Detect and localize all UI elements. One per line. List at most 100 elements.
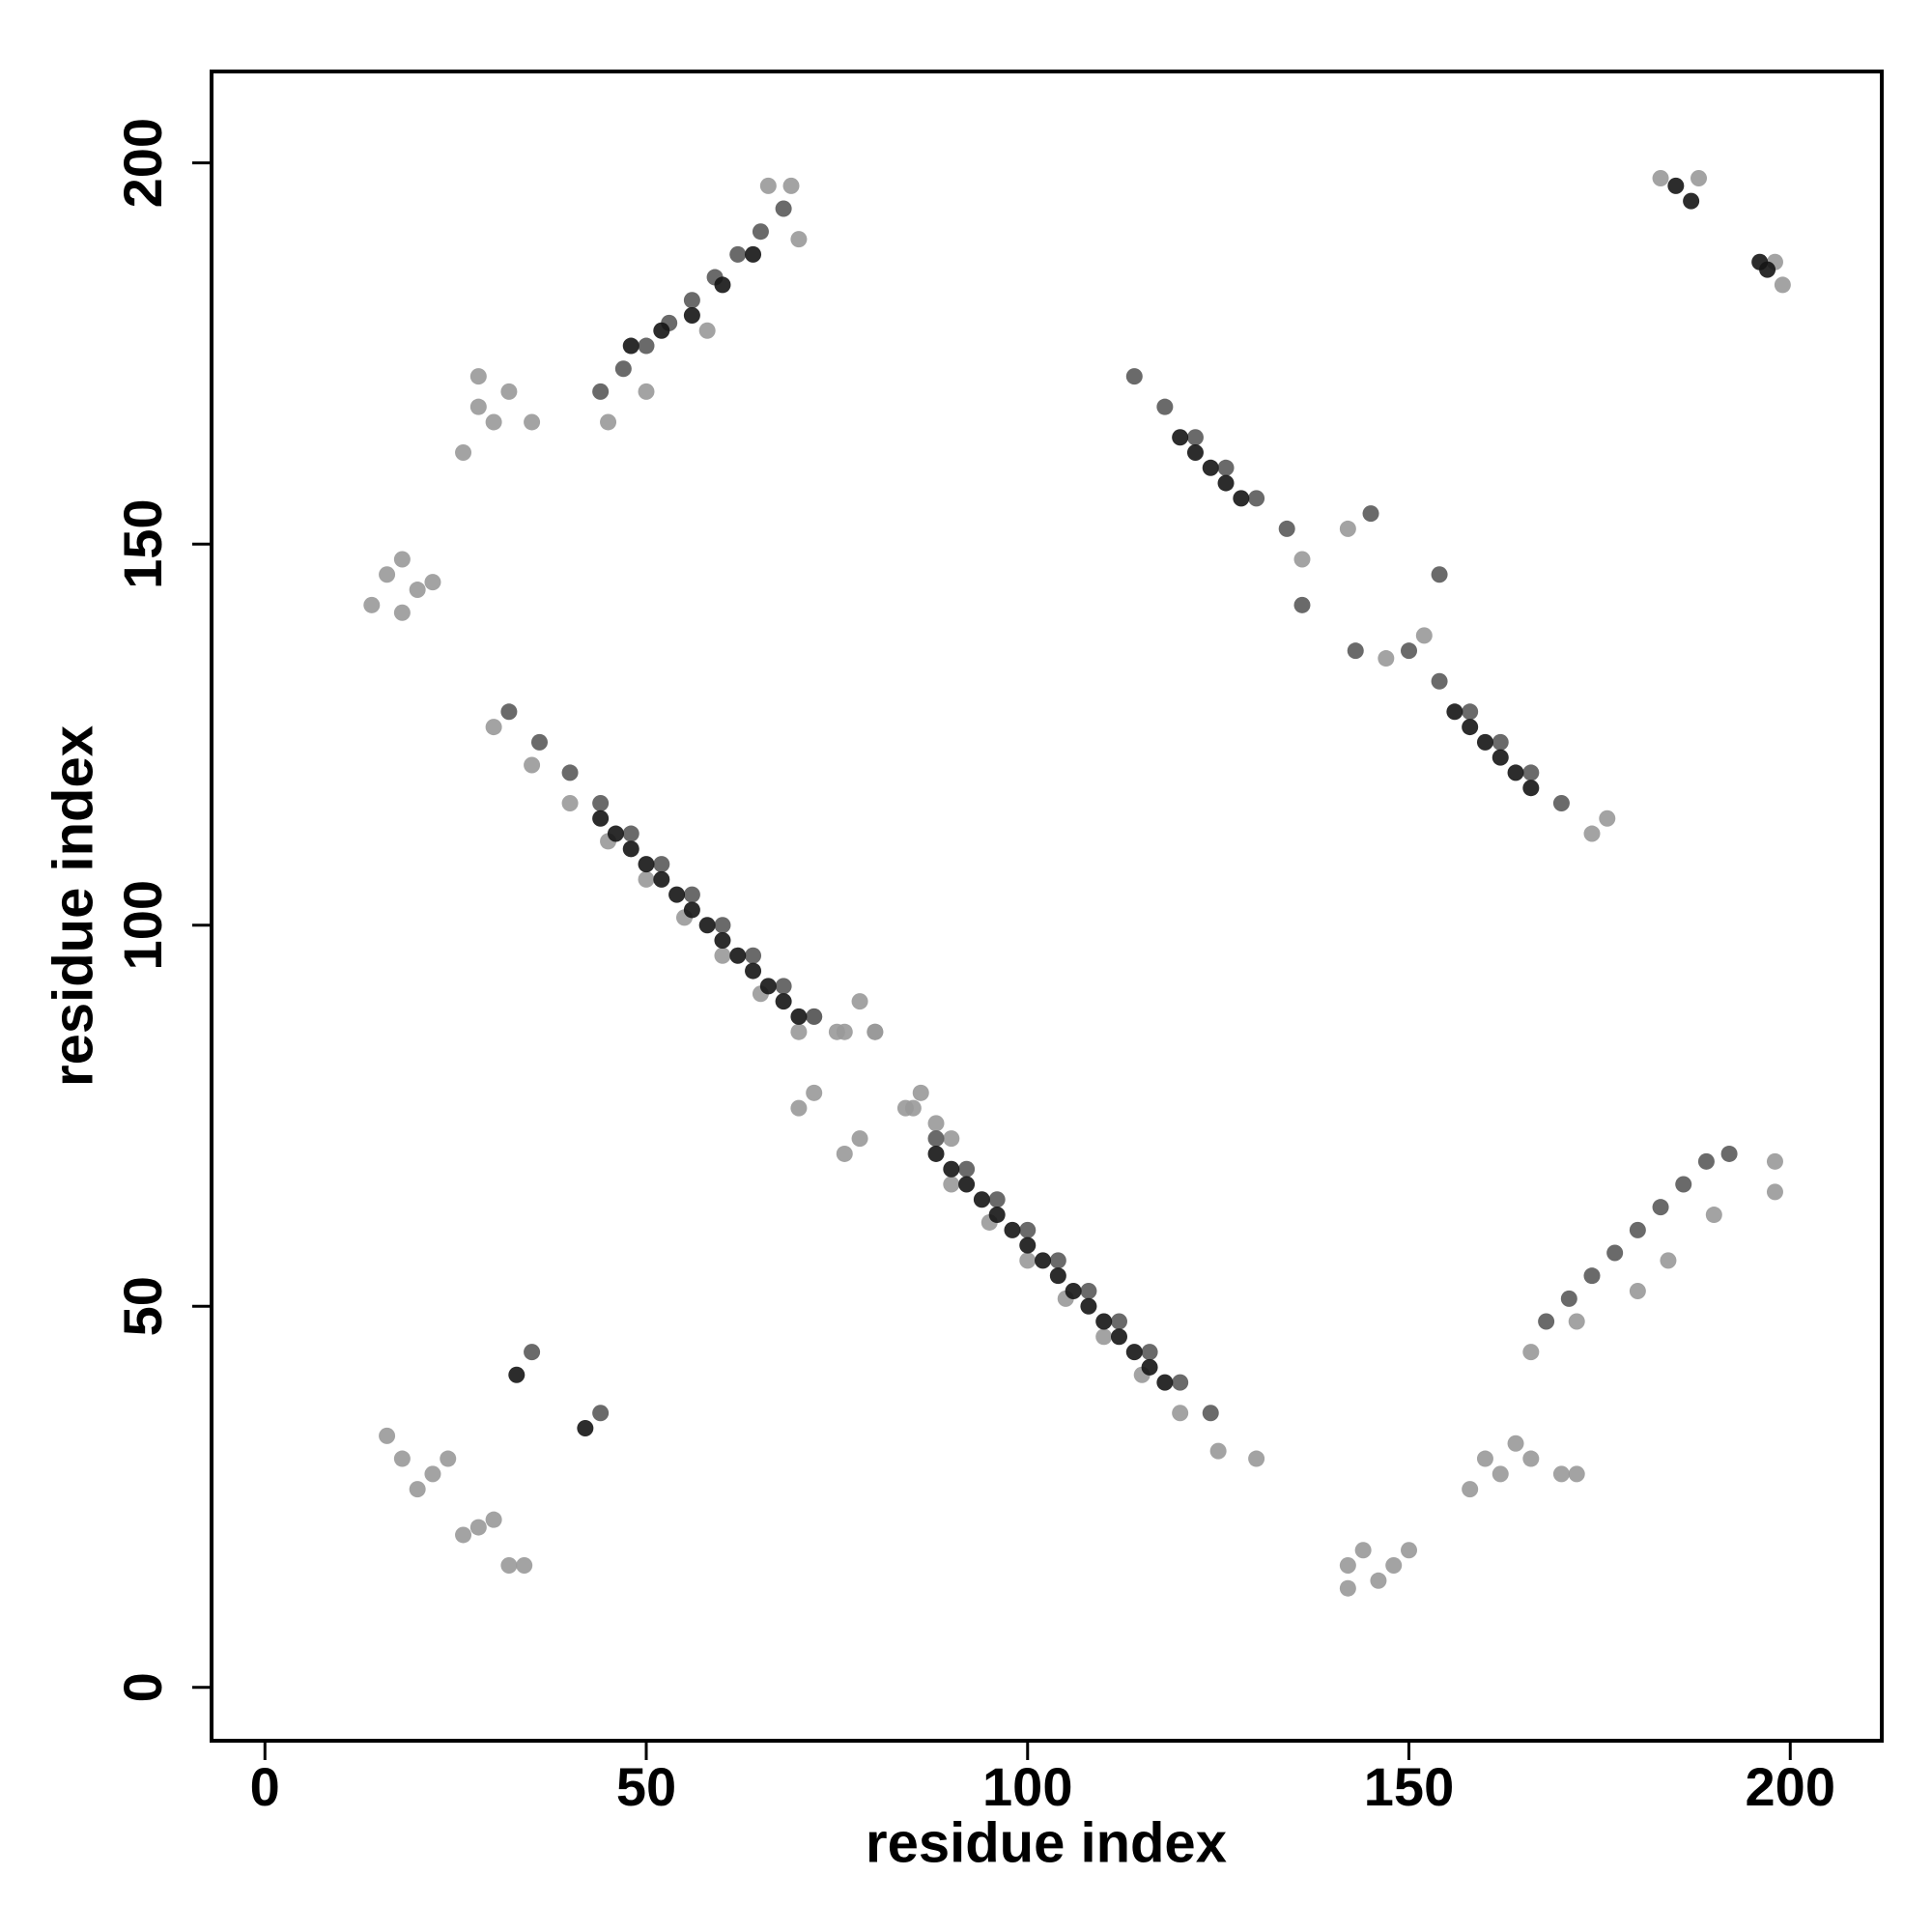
x-axis-title: residue index (866, 1811, 1227, 1874)
point (485, 413, 502, 431)
point (1156, 398, 1174, 415)
point (561, 794, 579, 811)
point (1065, 1282, 1082, 1299)
point (1431, 566, 1448, 583)
point (943, 1130, 960, 1148)
point (485, 1511, 502, 1528)
point (1385, 1557, 1403, 1575)
point (440, 1450, 457, 1467)
point (485, 719, 502, 736)
point (1415, 627, 1433, 644)
point (1583, 1267, 1601, 1285)
point (469, 368, 487, 385)
point (1446, 703, 1463, 721)
point (745, 962, 762, 980)
point (1522, 764, 1540, 781)
point (1766, 1183, 1783, 1201)
point (1019, 1252, 1037, 1269)
point (1774, 276, 1791, 294)
point (745, 947, 762, 964)
point (1111, 1313, 1128, 1330)
point (927, 1130, 945, 1148)
point (698, 322, 716, 339)
point (1248, 1450, 1265, 1467)
point (1080, 1282, 1097, 1299)
point (561, 764, 579, 781)
point (1629, 1221, 1646, 1238)
point (455, 444, 472, 462)
point (1111, 1328, 1128, 1346)
point (638, 383, 655, 400)
point (806, 1008, 823, 1025)
point (1080, 1297, 1097, 1315)
point (714, 917, 731, 934)
point (1172, 1405, 1189, 1422)
point (393, 1450, 411, 1467)
point (1538, 1313, 1555, 1330)
point (958, 1160, 976, 1178)
point (1697, 1152, 1715, 1170)
point (1172, 429, 1189, 446)
point (729, 245, 747, 263)
point (1339, 520, 1356, 537)
point (1202, 459, 1219, 476)
point (614, 360, 632, 378)
point (469, 398, 487, 415)
point (592, 383, 610, 400)
point (1507, 1435, 1524, 1452)
point (1141, 1358, 1158, 1376)
point (752, 223, 769, 241)
point (1492, 749, 1509, 766)
point (759, 978, 777, 995)
point (607, 825, 624, 842)
point (1552, 794, 1570, 811)
point (851, 1130, 868, 1148)
point (1766, 1152, 1783, 1170)
point (363, 596, 381, 613)
point (409, 1481, 426, 1498)
point (1049, 1252, 1066, 1269)
point (683, 901, 700, 919)
point (790, 1099, 808, 1117)
point (714, 932, 731, 950)
point (622, 825, 639, 842)
point (1019, 1236, 1037, 1254)
point (1293, 596, 1311, 613)
point (638, 870, 655, 888)
point (790, 1023, 808, 1040)
x-tick-label: 200 (1746, 1756, 1835, 1817)
point (1370, 1572, 1387, 1589)
point (1522, 1344, 1540, 1361)
point (668, 886, 686, 903)
point (409, 582, 426, 599)
point (1004, 1221, 1021, 1238)
point (1019, 1221, 1037, 1238)
point (500, 1557, 518, 1575)
point (714, 947, 731, 964)
point (1431, 672, 1448, 690)
point (1507, 764, 1524, 781)
point (790, 1008, 808, 1025)
point (1125, 1344, 1143, 1361)
point (653, 322, 670, 339)
point (1476, 733, 1493, 751)
point (524, 413, 541, 431)
point (1233, 490, 1250, 507)
x-tick-label: 150 (1364, 1756, 1454, 1817)
point (851, 993, 868, 1010)
point (1354, 1542, 1372, 1559)
point (1492, 1465, 1509, 1483)
point (1339, 1579, 1356, 1597)
point (867, 1023, 884, 1040)
y-axis-title: residue index (42, 725, 104, 1087)
point (1217, 474, 1235, 492)
point (1362, 505, 1379, 523)
point (958, 1176, 976, 1193)
point (1522, 780, 1540, 797)
point (592, 1405, 610, 1422)
point (424, 574, 441, 591)
point (1568, 1313, 1585, 1330)
point (516, 1557, 533, 1575)
